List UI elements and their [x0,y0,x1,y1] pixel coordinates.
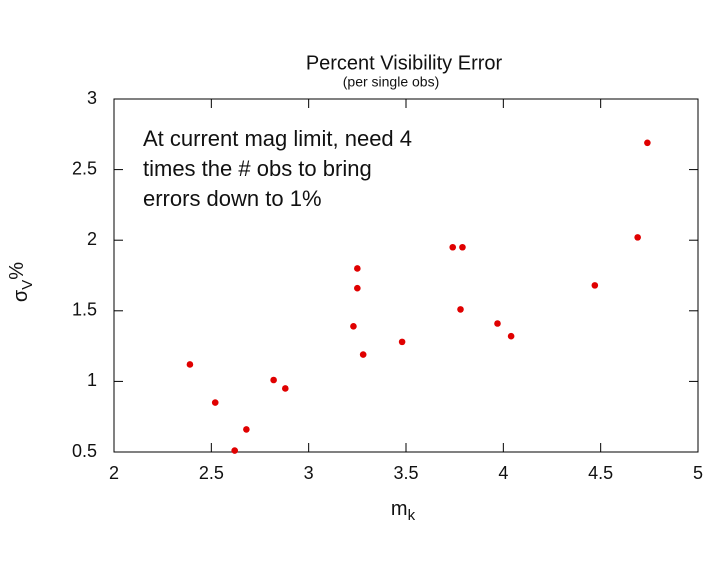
y-label-sub: V [19,280,36,290]
x-axis-label: mk [391,498,416,524]
scatter-point [186,361,194,368]
x-tick-label: 4 [498,463,508,483]
scatter-point [270,376,277,384]
y-axis-label: σV% [6,262,36,302]
scatter-point [350,323,357,330]
scatter-point [354,284,361,292]
y-tick-label: 3 [87,88,97,108]
annotation-line: At current mag limit, need 4 [143,126,412,151]
chart-title: Percent Visibility Error [306,52,503,74]
y-tick-label: 0.5 [72,441,97,461]
scatter-point [231,447,238,454]
x-tick-label: 4.5 [588,463,613,483]
scatter-point [644,139,651,147]
scatter-point [457,306,464,313]
y-label-part: % [6,262,28,280]
y-label-part: σ [10,289,32,302]
scatter-point [634,234,641,241]
x-tick-label: 3 [304,463,314,483]
y-tick-label: 2 [87,229,97,249]
scatter-point [398,338,406,346]
scatter-point [591,282,599,289]
scatter-point [354,265,361,272]
y-tick-label: 2.5 [72,158,97,178]
annotation-line: times the # obs to bring [143,156,372,181]
scatter-point [359,351,367,358]
scatter-point [494,320,501,327]
scatter-point [243,426,250,433]
chart-subtitle: (per single obs) [343,74,440,90]
scatter-point [507,332,515,340]
annotation-line: errors down to 1% [143,186,322,211]
scatter-point [211,399,219,406]
x-tick-label: 2 [109,463,119,483]
x-label-part: m [391,498,408,520]
x-tick-label: 3.5 [393,463,418,483]
x-tick-label: 5 [693,463,703,483]
x-label-sub: k [408,507,416,524]
x-tick-label: 2.5 [199,463,224,483]
y-tick-label: 1.5 [72,300,97,320]
scatter-point [449,243,457,251]
scatter-point [282,385,289,392]
y-tick-label: 1 [87,370,97,390]
scatter-point [459,243,466,251]
